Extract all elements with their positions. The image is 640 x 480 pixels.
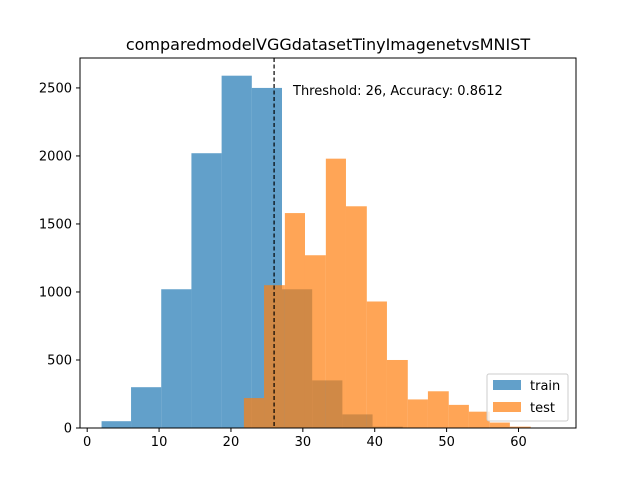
chart-title: comparedmodelVGGdatasetTinyImagenetvsMNI… (126, 35, 531, 54)
test-bar-3 (304, 255, 326, 428)
y-tick-label: 1000 (39, 285, 72, 300)
test-bar-12 (489, 422, 510, 428)
y-tick-label: 1500 (39, 217, 72, 232)
x-tick-label: 50 (438, 435, 455, 450)
test-bar-0 (243, 398, 265, 428)
y-tick-label: 2500 (39, 81, 72, 96)
test-bar-9 (427, 391, 449, 428)
test-bar-2 (284, 213, 305, 428)
x-tick-label: 40 (366, 435, 383, 450)
y-tick-label: 2000 (39, 149, 72, 164)
test-bar-5 (345, 206, 367, 428)
test-bar-13 (509, 426, 531, 428)
x-tick-label: 60 (510, 435, 527, 450)
train-bar-0 (101, 421, 132, 428)
test-bar-10 (448, 404, 469, 428)
test-bar-7 (386, 359, 408, 428)
x-tick-label: 10 (151, 435, 168, 450)
train-bar-4 (221, 75, 252, 428)
legend-label-test: test (530, 401, 555, 416)
plot-frame (79, 57, 577, 429)
train-bar-3 (191, 153, 222, 428)
test-bar-8 (407, 399, 428, 428)
test-bar-4 (325, 158, 346, 429)
test-bar-6 (366, 301, 387, 428)
x-axis-ticks: 0 10 20 30 40 50 60 (83, 428, 527, 450)
legend: train test (486, 373, 569, 422)
x-tick-label: 20 (223, 435, 240, 450)
test-bar-1 (264, 285, 285, 428)
legend-swatch-train (493, 380, 521, 390)
train-bar-1 (131, 387, 162, 428)
x-tick-label: 0 (83, 435, 91, 450)
train-bar-2 (161, 289, 192, 428)
legend-swatch-test (493, 402, 521, 412)
test-bar-11 (468, 411, 490, 428)
legend-label-train: train (530, 379, 560, 394)
bars-layer (101, 75, 531, 429)
y-tick-label: 500 (47, 353, 72, 368)
threshold-annotation: Threshold: 26, Accuracy: 0.8612 (292, 84, 503, 99)
y-axis-ticks: 0 500 1000 1500 2000 2500 (39, 81, 80, 437)
y-tick-label: 0 (64, 422, 72, 437)
x-tick-label: 30 (295, 435, 312, 450)
